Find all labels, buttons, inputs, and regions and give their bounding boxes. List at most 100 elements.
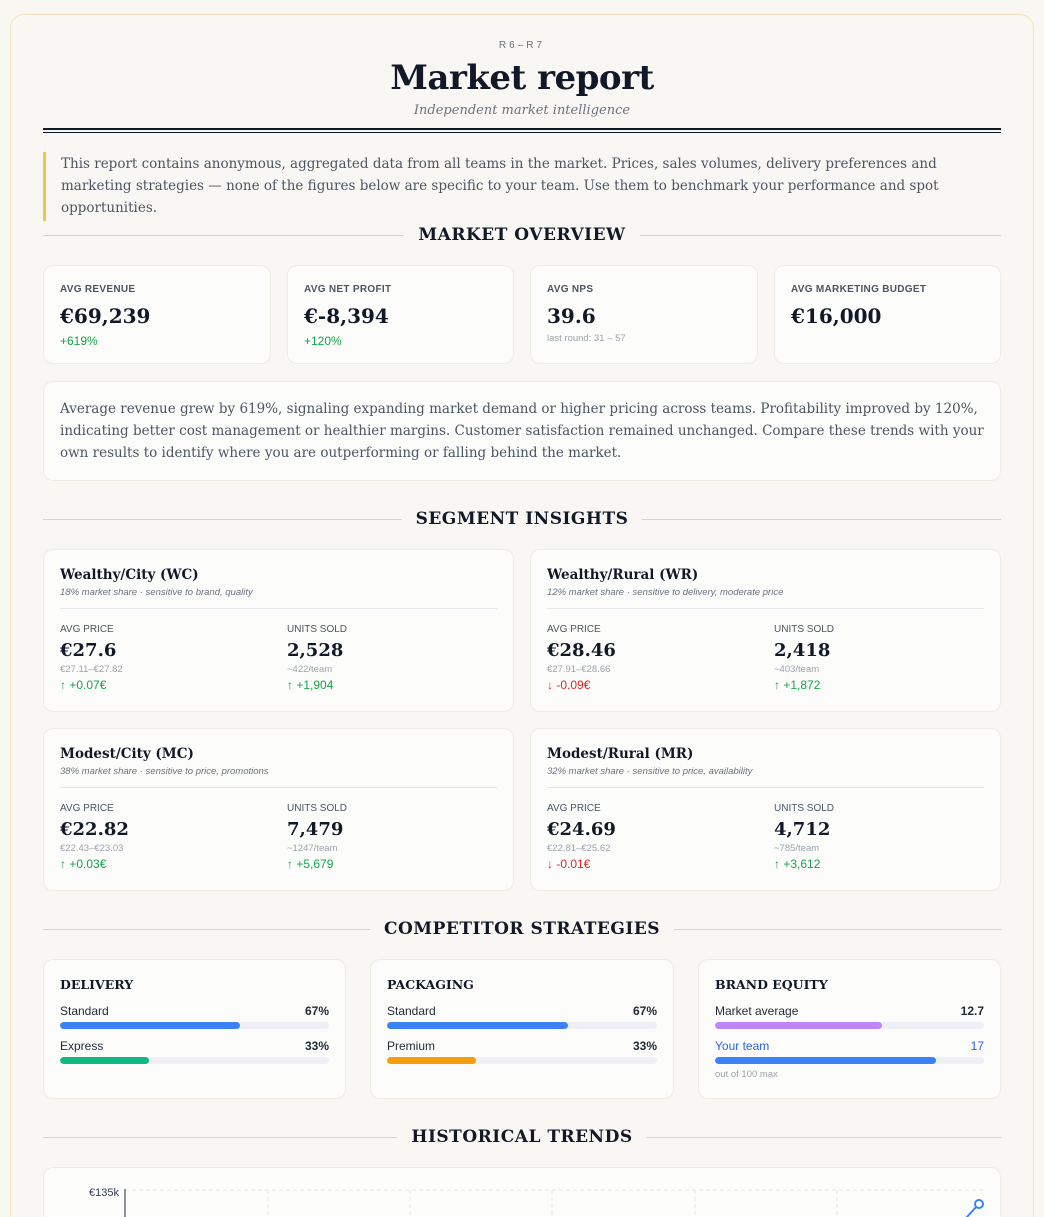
avg-price-value: €22.82 [60,819,129,840]
kpi-value: €-8,394 [304,304,389,328]
kpi-delta: +619% [60,334,98,348]
avg-price-block: AVG PRICE €28.46 €27.91–€28.66 ↓ -0.09€ [547,624,616,692]
segment-description: 38% market share · sensitive to price, p… [60,766,269,777]
price-change: ↓ -0.01€ [547,857,591,871]
section-title: MARKET OVERVIEW [418,225,626,245]
bar-track [715,1022,984,1029]
price-range: €27.11–€27.82 [60,664,123,675]
bar-track [387,1022,657,1029]
units-per-team: ~403/team [774,664,820,675]
round-label: R6–R7 [498,40,546,51]
kpi-delta: +120% [304,334,342,348]
bar-track [60,1022,329,1029]
bar-row-your-team: Your team 17 [715,1039,984,1064]
segment-description: 32% market share · sensitive to price, a… [547,766,753,777]
title-divider [43,128,1001,133]
units-sold-block: UNITS SOLD 4,712 ~785/team ↑ +3,612 [774,803,834,871]
avg-price-block: AVG PRICE €22.82 €22.43–€23.03 ↑ +0.03€ [60,803,129,871]
bar-label: Standard [60,1004,109,1018]
price-change: ↑ +0.07€ [60,678,107,692]
units-sold-value: 2,528 [287,640,344,661]
price-change: ↑ +0.03€ [60,857,107,871]
strategy-title: DELIVERY [60,977,134,992]
strategy-card-delivery: DELIVERY Standard 67% Express 33% [43,959,346,1099]
divider [547,608,984,609]
units-change: ↑ +3,612 [774,857,821,871]
units-sold-block: UNITS SOLD 2,528 ~422/team ↑ +1,904 [287,624,347,692]
kpi-value: 39.6 [547,304,596,328]
avg-price-label: AVG PRICE [60,803,114,814]
units-per-team: ~422/team [287,664,333,675]
bar-row-premium: Premium 33% [387,1039,657,1064]
strategy-title: PACKAGING [387,977,474,992]
bar-row-express: Express 33% [60,1039,329,1064]
bar-track [715,1057,984,1064]
bar-percent: 67% [632,1004,657,1018]
avg-price-label: AVG PRICE [60,624,114,635]
section-market-overview: MARKET OVERVIEW [43,225,1001,245]
segment-description: 12% market share · sensitive to delivery… [547,587,784,598]
avg-price-label: AVG PRICE [547,803,601,814]
units-sold-label: UNITS SOLD [774,624,835,635]
bar-track [60,1057,329,1064]
segment-name: Wealthy/City (WC) [60,567,199,583]
segment-card-mr: Modest/Rural (MR) 32% market share · sen… [530,728,1001,891]
units-per-team: ~785/team [774,843,820,854]
kpi-card-marketing-budget: AVG MARKETING BUDGET €16,000 [774,265,1001,364]
bar-label: Your team [715,1039,770,1053]
bar-value: 12.7 [960,1004,984,1018]
avg-price-block: AVG PRICE €27.6 €27.11–€27.82 ↑ +0.07€ [60,624,123,692]
market-summary-card: Average revenue grew by 619%, signaling … [43,381,1001,481]
kpi-card-net-profit: AVG NET PROFIT €-8,394 +120% [287,265,514,364]
avg-price-value: €24.69 [547,819,616,840]
avg-price-label: AVG PRICE [547,624,601,635]
price-range: €22.81–€25.62 [547,843,611,854]
units-sold-label: UNITS SOLD [287,803,348,814]
bar-percent: 33% [304,1039,329,1053]
units-sold-value: 7,479 [287,819,344,840]
segment-name: Modest/City (MC) [60,746,194,762]
segment-card-mc: Modest/City (MC) 38% market share · sens… [43,728,514,891]
section-title: SEGMENT INSIGHTS [415,509,629,529]
units-sold-label: UNITS SOLD [774,803,835,814]
section-title: HISTORICAL TRENDS [411,1127,633,1147]
kpi-label: AVG REVENUE [60,284,136,295]
divider [60,608,497,609]
bar-label: Standard [387,1004,436,1018]
bar-value: 17 [970,1039,984,1053]
bar-fill [387,1022,568,1029]
bar-row-market-average: Market average 12.7 [715,1004,984,1029]
market-summary-text: Average revenue grew by 619%, signaling … [60,401,984,461]
segment-card-wc: Wealthy/City (WC) 18% market share · sen… [43,549,514,712]
bar-percent: 67% [304,1004,329,1018]
bar-fill [715,1022,882,1029]
kpi-sub: last round: 31 – 57 [547,333,626,344]
avg-price-value: €28.46 [547,640,616,661]
strategy-card-packaging: PACKAGING Standard 67% Premium 33% [370,959,674,1099]
units-change: ↑ +5,679 [287,857,334,871]
segment-description: 18% market share · sensitive to brand, q… [60,587,253,598]
kpi-card-revenue: AVG REVENUE €69,239 +619% [43,265,271,364]
bar-label: Market average [715,1004,799,1018]
bar-note: out of 100 max [715,1069,778,1080]
trend-chart: €135k [89,1187,984,1217]
bar-label: Premium [387,1039,436,1053]
units-sold-label: UNITS SOLD [287,624,348,635]
section-competitor-strategies: COMPETITOR STRATEGIES [43,919,1002,939]
segment-name: Modest/Rural (MR) [547,746,694,762]
page-subtitle: Independent market intelligence [413,103,631,118]
bar-track [387,1057,657,1064]
bar-fill [60,1022,241,1029]
segment-name: Wealthy/Rural (WR) [547,567,699,583]
segment-card-wr: Wealthy/Rural (WR) 12% market share · se… [530,549,1001,712]
intro-note: This report contains anonymous, aggregat… [43,152,1001,221]
units-per-team: ~1247/team [287,843,338,854]
units-sold-value: 4,712 [774,819,831,840]
bar-percent: 33% [632,1039,657,1053]
units-change: ↑ +1,904 [287,678,334,692]
divider [60,787,497,788]
bar-fill [715,1057,936,1064]
kpi-card-nps: AVG NPS 39.6 last round: 31 – 57 [530,265,758,364]
section-segment-insights: SEGMENT INSIGHTS [43,509,1001,529]
bar-fill [60,1057,149,1064]
